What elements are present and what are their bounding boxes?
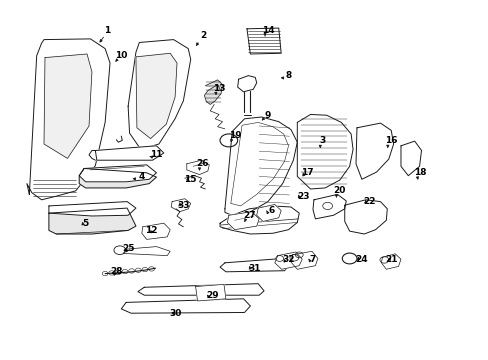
Text: 4: 4 — [138, 172, 145, 181]
Text: 19: 19 — [229, 130, 242, 139]
Polygon shape — [227, 212, 259, 230]
Polygon shape — [290, 251, 317, 269]
Polygon shape — [138, 284, 264, 295]
Text: 1: 1 — [104, 26, 110, 35]
Text: 9: 9 — [264, 111, 271, 120]
Text: 13: 13 — [212, 84, 225, 93]
Polygon shape — [79, 165, 156, 182]
Polygon shape — [256, 204, 281, 221]
Polygon shape — [312, 194, 346, 219]
Polygon shape — [44, 54, 92, 158]
Text: 8: 8 — [285, 71, 291, 80]
Text: 25: 25 — [122, 244, 134, 253]
Polygon shape — [186, 160, 209, 175]
Polygon shape — [381, 254, 400, 269]
Polygon shape — [237, 76, 256, 92]
Polygon shape — [27, 39, 110, 200]
Polygon shape — [121, 299, 250, 313]
Polygon shape — [195, 284, 225, 301]
Text: 22: 22 — [362, 197, 375, 206]
Polygon shape — [142, 223, 170, 239]
Polygon shape — [224, 117, 297, 216]
Text: 14: 14 — [261, 26, 274, 35]
Polygon shape — [171, 199, 190, 212]
Polygon shape — [79, 168, 156, 188]
Text: 12: 12 — [145, 226, 158, 235]
Polygon shape — [344, 200, 386, 234]
Polygon shape — [49, 202, 136, 216]
Polygon shape — [128, 40, 190, 149]
Polygon shape — [123, 247, 170, 256]
Text: 33: 33 — [177, 201, 189, 210]
Text: 10: 10 — [115, 51, 127, 60]
Text: 16: 16 — [384, 136, 397, 145]
Text: 32: 32 — [282, 255, 294, 264]
Text: 20: 20 — [333, 186, 346, 195]
Text: 18: 18 — [413, 168, 426, 177]
Text: 2: 2 — [200, 31, 205, 40]
Polygon shape — [400, 141, 421, 176]
Text: 17: 17 — [300, 168, 313, 177]
Text: 27: 27 — [243, 211, 255, 220]
Polygon shape — [246, 28, 281, 54]
Text: 23: 23 — [296, 192, 309, 201]
Text: 30: 30 — [169, 309, 182, 318]
Text: 26: 26 — [196, 159, 209, 168]
Text: 24: 24 — [355, 255, 367, 264]
Polygon shape — [95, 146, 163, 160]
Text: 28: 28 — [110, 267, 122, 276]
Polygon shape — [220, 206, 299, 234]
Text: 5: 5 — [82, 219, 88, 228]
Polygon shape — [297, 114, 352, 189]
Text: 29: 29 — [206, 291, 219, 300]
Polygon shape — [274, 252, 302, 269]
Text: 21: 21 — [384, 255, 397, 264]
Text: 11: 11 — [150, 150, 163, 159]
Polygon shape — [204, 80, 222, 104]
Text: 3: 3 — [319, 136, 325, 145]
Text: 31: 31 — [247, 264, 260, 273]
Polygon shape — [355, 123, 393, 179]
Polygon shape — [136, 53, 177, 139]
Polygon shape — [49, 208, 136, 234]
Text: 15: 15 — [184, 175, 197, 184]
Text: 6: 6 — [268, 206, 274, 215]
Polygon shape — [220, 258, 288, 272]
Text: 7: 7 — [309, 255, 316, 264]
